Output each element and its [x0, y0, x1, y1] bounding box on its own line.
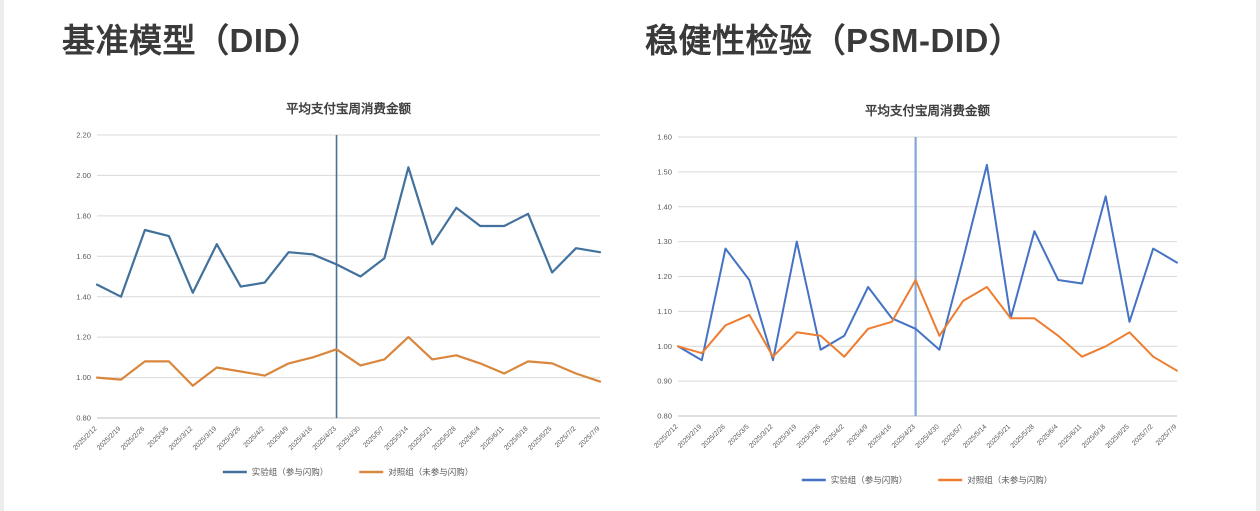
x-tick-label: 2025/4/23	[312, 425, 338, 451]
x-tick-label: 2025/5/28	[1010, 423, 1036, 449]
x-tick-label: 2025/4/30	[914, 423, 940, 449]
x-tick-label: 2025/3/12	[168, 425, 194, 451]
legend-label-control: 对照组（未参与闪购）	[967, 475, 1052, 485]
y-tick-label: 1.20	[76, 333, 91, 342]
right-edge-shade	[1256, 0, 1260, 511]
did-line-chart: 0.80 1.00 1.20 1.40 1.60 1.80 2.00 2.20 2025/2/1…	[55, 95, 655, 505]
series-line-control	[677, 279, 1178, 372]
y-tick-label: 1.00	[657, 342, 672, 351]
y-tick-label: 0.80	[657, 412, 672, 421]
x-tick-label: 2025/5/7	[941, 423, 965, 447]
x-tick-label: 2025/7/9	[1155, 423, 1179, 447]
x-tick-label: 2025/5/14	[383, 425, 409, 451]
x-tick-label: 2025/5/21	[407, 425, 433, 451]
y-tick-label: 2.00	[76, 171, 91, 180]
y-tick-label: 1.40	[657, 202, 672, 211]
x-tick-label: 2025/4/2	[242, 425, 266, 449]
x-tick-label: 2025/4/9	[266, 425, 290, 449]
x-tick-label: 2025/5/7	[362, 425, 386, 449]
y-tick-label: 1.20	[657, 272, 672, 281]
x-tick-label: 2025/3/19	[772, 423, 798, 449]
x-tick-label: 2025/3/26	[796, 423, 822, 449]
x-tick-label: 2025/5/21	[986, 423, 1012, 449]
x-tick-label: 2025/7/2	[554, 425, 578, 449]
y-tick-label: 0.90	[657, 377, 672, 386]
x-tick-label: 2025/7/2	[1131, 423, 1155, 447]
x-tick-label: 2025/6/18	[1081, 423, 1107, 449]
x-tick-label: 2025/6/4	[1036, 423, 1060, 447]
chart-title: 平均支付宝周消费金额	[286, 101, 412, 116]
x-tick-label: 2025/4/2	[822, 423, 846, 447]
x-tick-label: 2025/2/12	[72, 425, 98, 451]
legend-label-treatment: 实验组（参与闪购）	[252, 467, 329, 477]
x-tick-label: 2025/3/12	[748, 423, 774, 449]
x-tick-label: 2025/7/9	[578, 425, 602, 449]
y-tick-label: 2.20	[76, 131, 91, 140]
x-tick-label: 2025/3/26	[216, 425, 242, 451]
x-tick-label: 2025/3/5	[147, 425, 171, 449]
x-tick-label: 2025/6/25	[1105, 423, 1131, 449]
chart-svg: 0.80 1.00 1.20 1.40 1.60 1.80 2.00 2.20 2025/2/1…	[72, 101, 602, 477]
y-tick-label: 1.00	[76, 373, 91, 382]
x-tick-label: 2025/2/19	[677, 423, 703, 449]
x-tick-label: 2025/2/26	[120, 425, 146, 451]
y-tick-label: 1.60	[657, 133, 672, 142]
y-tick-label: 0.80	[76, 414, 91, 423]
chart-svg: 0.80 0.90 1.00 1.10 1.20 1.30 1.40 1.50 1.60 2025…	[653, 103, 1179, 485]
x-tick-label: 2025/4/16	[867, 423, 893, 449]
right-panel-title: 稳健性检验（PSM-DID）	[645, 22, 1023, 59]
x-tick-label: 2025/4/23	[891, 423, 917, 449]
y-tick-label: 1.10	[657, 307, 672, 316]
x-tick-label: 2025/4/30	[336, 425, 362, 451]
x-tick-label: 2025/6/4	[458, 425, 482, 449]
legend-label-control: 对照组（未参与闪购）	[388, 467, 473, 477]
x-tick-label: 2025/4/9	[846, 423, 870, 447]
x-tick-label: 2025/3/19	[192, 425, 218, 451]
y-tick-label: 1.40	[76, 292, 91, 301]
x-tick-label: 2025/3/5	[727, 423, 751, 447]
chart-title: 平均支付宝周消费金额	[865, 103, 991, 118]
left-edge-shade	[0, 0, 4, 511]
x-tick-label: 2025/2/26	[701, 423, 727, 449]
y-tick-label: 1.80	[76, 211, 91, 220]
series-line-control	[95, 336, 602, 387]
x-tick-label: 2025/2/12	[653, 423, 679, 449]
y-tick-label: 1.30	[657, 237, 672, 246]
series-line-treatment	[677, 163, 1178, 362]
psm-did-line-chart: 0.80 0.90 1.00 1.10 1.20 1.30 1.40 1.50 1.60 2025…	[640, 95, 1260, 505]
legend-label-treatment: 实验组（参与闪购）	[831, 475, 908, 485]
x-tick-label: 2025/6/25	[527, 425, 553, 451]
y-tick-label: 1.50	[657, 167, 672, 176]
left-panel-title: 基准模型（DID）	[62, 22, 322, 59]
x-tick-label: 2025/2/19	[96, 425, 122, 451]
x-tick-label: 2025/5/14	[962, 423, 988, 449]
x-tick-label: 2025/6/18	[503, 425, 529, 451]
series-line-treatment	[95, 166, 602, 298]
x-tick-label: 2025/5/28	[431, 425, 457, 451]
y-tick-label: 1.60	[76, 252, 91, 261]
x-tick-label: 2025/6/11	[1057, 423, 1083, 449]
x-tick-label: 2025/4/16	[288, 425, 314, 451]
x-tick-label: 2025/6/11	[480, 425, 506, 451]
